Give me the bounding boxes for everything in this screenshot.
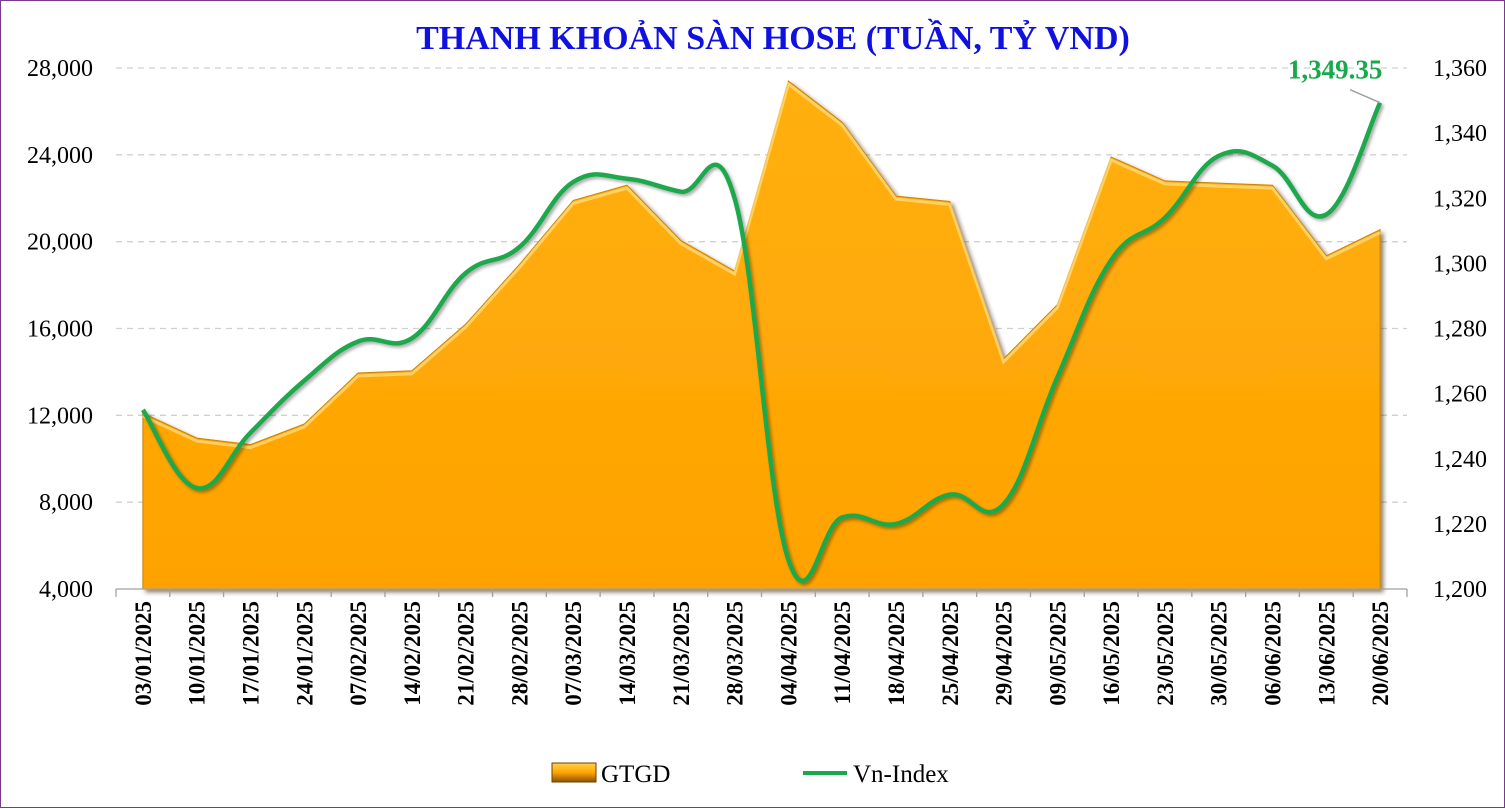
legend-label-vn-index: Vn-Index <box>853 761 949 788</box>
x-tick-label: 23/05/2025 <box>1153 601 1178 706</box>
gtgd-area <box>143 81 1380 589</box>
y-left-tick-label: 28,000 <box>27 56 93 82</box>
x-tick-label: 13/06/2025 <box>1314 601 1339 706</box>
x-tick-label: 25/04/2025 <box>938 601 963 706</box>
x-tick-label: 06/06/2025 <box>1261 601 1286 706</box>
x-tick-label: 18/04/2025 <box>884 601 909 706</box>
legend: GTGD Vn-Index <box>552 761 949 788</box>
y-left-tick-label: 20,000 <box>27 230 93 256</box>
y-right-tick-label: 1,340 <box>1433 121 1487 147</box>
x-tick-label: 03/01/2025 <box>131 601 156 706</box>
x-tick-label: 07/03/2025 <box>561 601 586 706</box>
legend-swatch-gtgd <box>552 763 596 782</box>
x-tick-label: 21/02/2025 <box>454 601 479 706</box>
gtgd-area-layer <box>143 81 1380 589</box>
y-right-tick-label: 1,280 <box>1433 317 1487 343</box>
x-tick-label: 11/04/2025 <box>830 601 855 705</box>
x-tick-label: 20/06/2025 <box>1368 601 1393 706</box>
y-left-tick-label: 4,000 <box>39 577 93 603</box>
x-tick-label: 28/03/2025 <box>723 601 748 706</box>
chart-title: THANH KHOẢN SÀN HOSE (TUẦN, TỶ VND) <box>416 18 1130 57</box>
x-tick-label: 14/02/2025 <box>400 601 425 706</box>
y-left-tick-label: 8,000 <box>39 490 93 516</box>
callout-leader-line <box>1350 90 1380 103</box>
axes <box>116 589 1407 597</box>
x-tick-label: 29/04/2025 <box>992 601 1017 706</box>
y-right-tick-label: 1,320 <box>1433 186 1487 212</box>
y-left-tick-label: 24,000 <box>27 143 93 169</box>
x-tick-label: 28/02/2025 <box>507 601 532 706</box>
y-left-tick-label: 12,000 <box>27 403 93 429</box>
y-axis-left-labels: 4,000 8,000 12,000 16,000 20,000 24,000 28,000 <box>27 56 93 603</box>
x-tick-label: 04/04/2025 <box>776 601 801 706</box>
y-right-tick-label: 1,200 <box>1433 577 1487 603</box>
y-right-tick-label: 1,360 <box>1433 56 1487 82</box>
x-tick-label: 17/01/2025 <box>238 601 263 706</box>
x-tick-label: 10/01/2025 <box>185 601 210 706</box>
last-value-callout: 1,349.35 <box>1288 55 1383 85</box>
x-tick-label: 09/05/2025 <box>1045 601 1070 706</box>
annotation-layer: 1,349.35 <box>1288 55 1383 103</box>
y-left-tick-label: 16,000 <box>27 317 93 343</box>
x-tick-label: 14/03/2025 <box>615 601 640 706</box>
legend-label-gtgd: GTGD <box>601 761 670 788</box>
x-tick-label: 21/03/2025 <box>669 601 694 706</box>
x-tick-label: 16/05/2025 <box>1099 601 1124 706</box>
y-right-tick-label: 1,300 <box>1433 251 1487 277</box>
x-axis-labels: 03/01/2025 10/01/2025 17/01/2025 24/01/2025… <box>131 601 1393 706</box>
y-right-tick-label: 1,240 <box>1433 447 1487 473</box>
x-tick-label: 30/05/2025 <box>1207 601 1232 706</box>
y-axis-right-labels: 1,200 1,220 1,240 1,260 1,280 1,300 1,320 1,340… <box>1433 56 1487 603</box>
y-right-tick-label: 1,220 <box>1433 512 1487 538</box>
y-right-tick-label: 1,260 <box>1433 382 1487 408</box>
x-tick-label: 07/02/2025 <box>346 601 371 706</box>
x-tick-label: 24/01/2025 <box>292 601 317 706</box>
